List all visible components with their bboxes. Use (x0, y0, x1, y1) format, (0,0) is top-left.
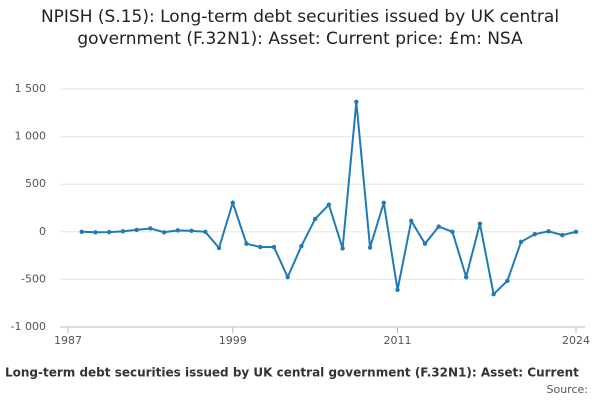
data-point (134, 227, 139, 233)
data-point (148, 226, 153, 231)
data-point (299, 243, 304, 249)
data-point (560, 232, 565, 238)
data-point (367, 245, 373, 250)
data-point (312, 216, 318, 222)
data-point (93, 230, 98, 235)
data-point (491, 291, 496, 297)
x-tick-label: 1987 (54, 334, 82, 347)
data-point (573, 229, 579, 234)
data-point (477, 221, 483, 226)
data-point (79, 229, 84, 234)
data-point (120, 229, 126, 234)
x-tick-label: 2024 (562, 334, 590, 347)
data-point (532, 231, 538, 237)
data-point (505, 278, 510, 284)
series-line (81, 101, 577, 297)
data-point (258, 244, 263, 250)
data-point (381, 200, 386, 205)
data-point (450, 229, 455, 234)
data-point (285, 274, 290, 280)
data-point (422, 241, 428, 246)
data-point (230, 200, 235, 205)
data-point (409, 218, 414, 224)
data-point (271, 244, 277, 250)
data-point (340, 246, 345, 251)
y-tick-label: 1 000 (15, 130, 47, 143)
x-tick-label: 2011 (384, 334, 412, 347)
data-point (546, 229, 551, 234)
data-point (106, 229, 112, 235)
data-point (463, 274, 469, 280)
y-tick-label: -1 000 (11, 320, 46, 333)
y-tick-label: 0 (39, 225, 46, 238)
data-point (216, 245, 222, 251)
data-point (161, 230, 167, 235)
source: Source: (547, 383, 589, 396)
data-point (395, 287, 400, 293)
data-point (436, 224, 441, 229)
data-point (326, 202, 332, 207)
data-point (244, 241, 249, 246)
footer: : Long-term debt securities issued by UK… (0, 366, 579, 380)
y-tick-label: 1 500 (15, 82, 47, 95)
x-tick-label: 1999 (219, 334, 247, 347)
data-point (175, 228, 181, 233)
chart-title: NPISH (S.15): Long-term debt securities … (40, 7, 560, 49)
y-tick-label: 500 (25, 177, 46, 190)
data-point (354, 99, 359, 105)
y-tick-label: -500 (21, 272, 46, 285)
data-point (189, 228, 194, 234)
data-point (518, 239, 524, 244)
data-point (203, 229, 208, 234)
